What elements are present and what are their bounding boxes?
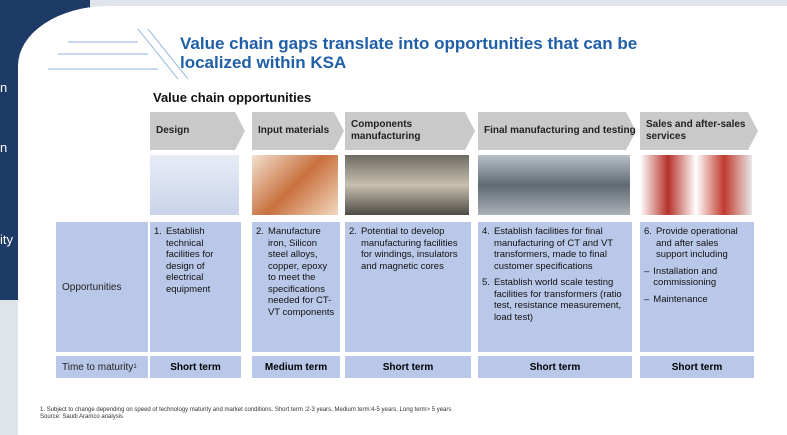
source: Source: Saudi Aramco analysis: [40, 414, 124, 420]
opportunity-cell: 6. Provide operational and after sales su…: [640, 222, 754, 352]
footnote-ref: 1: [133, 364, 137, 370]
item-text: Potential to develop manufacturing facil…: [360, 226, 458, 272]
window-fragment: ity: [0, 232, 13, 247]
bullet-text: Maintenance: [653, 293, 708, 305]
stage-image: [252, 155, 338, 215]
opportunity-cell: 2. Potential to develop manufacturing fac…: [345, 222, 471, 352]
item-text: Manufacture iron, Silicon steel alloys, …: [267, 226, 335, 318]
maturity-cell: Medium term: [252, 356, 340, 378]
stage-image: [150, 155, 239, 215]
opportunity-item: 6. Provide operational and after sales su…: [644, 226, 750, 261]
subtitle: Value chain opportunities: [153, 90, 312, 105]
opportunity-item: 2. Potential to develop manufacturing fac…: [349, 226, 467, 272]
stage-image: [478, 155, 630, 215]
maturity-cell: Short term: [345, 356, 471, 378]
opportunity-bullet: – Installation and commissioning: [644, 266, 750, 289]
item-text: Establish world scale testing facilities…: [493, 277, 622, 323]
item-number: 4.: [482, 226, 490, 237]
opportunity-item: 5. Establish world scale testing faciliti…: [482, 277, 628, 323]
window-fragment: n: [0, 140, 8, 155]
opportunity-item: 4. Establish facilities for final manufac…: [482, 226, 628, 272]
item-text: Establish facilities for final manufactu…: [493, 226, 613, 272]
item-number: 5.: [482, 277, 490, 288]
row-label: Opportunities: [56, 222, 148, 352]
stage-image: [640, 155, 752, 215]
opportunity-cell: 4. Establish facilities for final manufac…: [478, 222, 632, 352]
opportunity-cell: 2. Manufacture iron, Silicon steel alloys…: [252, 222, 340, 352]
bullet-dash: –: [644, 265, 650, 277]
maturity-cell: Short term: [150, 356, 241, 378]
opportunity-bullet: – Maintenance: [644, 294, 750, 306]
row-label-text: Time to maturity: [62, 361, 134, 373]
footnote: 1. Subject to change depending on speed …: [40, 407, 452, 413]
item-text: Establish technical facilities for desig…: [165, 226, 214, 295]
stage-header: Components manufacturing: [345, 112, 475, 150]
item-text: Provide operational and after sales supp…: [655, 226, 738, 260]
decor-lines: [48, 28, 188, 80]
opportunity-item: 2. Manufacture iron, Silicon steel alloys…: [256, 226, 336, 318]
stage-header: Sales and after-sales services: [640, 112, 758, 150]
item-number: 2.: [256, 226, 264, 237]
bullet-text: Installation and commissioning: [653, 265, 718, 289]
bullet-dash: –: [644, 293, 650, 305]
row-label: Time to maturity 1: [56, 356, 148, 378]
stage-header: Design: [150, 112, 245, 150]
title: Value chain gaps translate into opportun…: [180, 34, 638, 72]
window-fragment: n: [0, 80, 8, 95]
stage-header: Final manufacturing and testing: [478, 112, 636, 150]
item-number: 2.: [349, 226, 357, 237]
maturity-cell: Short term: [640, 356, 754, 378]
item-number: 6.: [644, 226, 652, 237]
opportunity-cell: 1. Establish technical facilities for des…: [150, 222, 241, 352]
item-number: 1.: [154, 226, 162, 237]
maturity-cell: Short term: [478, 356, 632, 378]
stage-header: Input materials: [252, 112, 344, 150]
opportunity-item: 1. Establish technical facilities for des…: [154, 226, 237, 295]
stage-image: [345, 155, 469, 215]
